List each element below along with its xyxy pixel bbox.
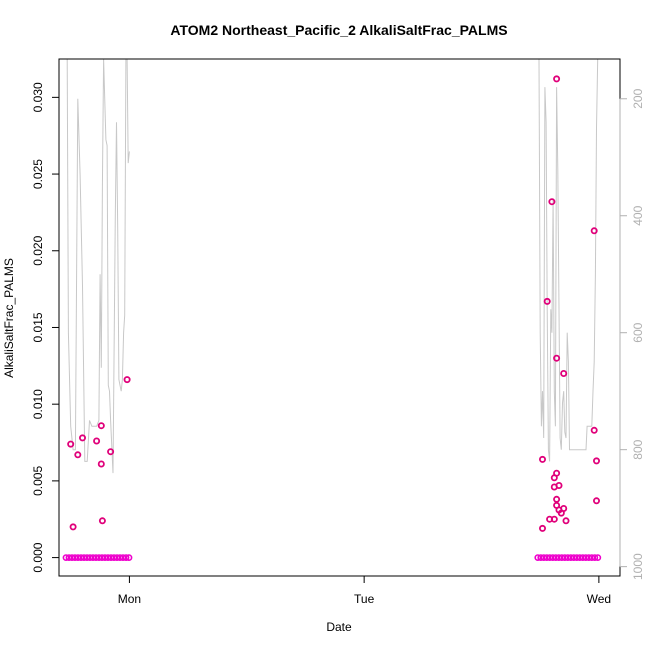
- x-tick-label: Tue: [354, 592, 375, 606]
- zero-point: [68, 554, 76, 561]
- data-point: [79, 434, 87, 442]
- data-points-layer: [67, 75, 601, 532]
- right-tick-label: 400: [631, 205, 645, 225]
- right-tick-label: 800: [631, 439, 645, 459]
- zero-point: [92, 554, 100, 561]
- data-point: [69, 523, 77, 531]
- zero-point: [119, 554, 127, 561]
- data-point: [98, 517, 106, 525]
- data-point: [550, 515, 558, 523]
- right-axis: 200 400 600 800 1000: [619, 88, 645, 580]
- zero-point: [95, 554, 103, 561]
- y-axis-label: AlkaliSaltFrac_PALMS: [2, 258, 16, 378]
- y-axis: 0.000 0.005 0.010 0.015 0.020 0.025 0.030: [31, 82, 60, 573]
- zero-point: [80, 554, 88, 561]
- zero-point: [110, 554, 118, 561]
- data-point: [107, 448, 115, 456]
- x-tick-label: Mon: [118, 592, 141, 606]
- data-point: [543, 297, 551, 305]
- zero-point: [101, 554, 109, 561]
- zero-point: [591, 554, 599, 561]
- data-point: [560, 369, 568, 377]
- zero-point: [74, 554, 82, 561]
- data-point: [97, 460, 105, 468]
- zero-point: [104, 554, 112, 561]
- zero-point: [89, 554, 97, 561]
- x-axis: Mon Tue Wed: [118, 575, 611, 606]
- zero-point: [77, 554, 85, 561]
- altitude-line: [538, 59, 599, 462]
- y-tick-label: 0.010: [31, 389, 45, 419]
- zero-point: [113, 554, 121, 561]
- x-axis-label: Date: [326, 620, 352, 634]
- data-point: [562, 517, 570, 525]
- right-tick-label: 200: [631, 88, 645, 108]
- zero-point: [116, 554, 124, 561]
- data-point: [97, 422, 105, 430]
- data-point: [593, 497, 601, 505]
- zero-point: [71, 554, 79, 561]
- data-point: [593, 457, 601, 465]
- data-point: [539, 524, 547, 532]
- data-point: [553, 469, 561, 477]
- altitude-line: [66, 59, 130, 474]
- zero-point: [65, 554, 73, 561]
- right-tick-label: 1000: [631, 553, 645, 580]
- data-point: [590, 227, 598, 235]
- y-tick-label: 0.025: [31, 159, 45, 189]
- data-point: [590, 426, 598, 434]
- data-point: [67, 440, 75, 448]
- data-point: [553, 75, 561, 83]
- altitude-line-layer: [66, 59, 599, 474]
- chart-title: ATOM2 Northeast_Pacific_2 AlkaliSaltFrac…: [170, 22, 507, 38]
- y-tick-label: 0.015: [31, 312, 45, 342]
- zero-point: [122, 554, 130, 561]
- data-point: [539, 455, 547, 463]
- data-point: [74, 451, 82, 459]
- y-tick-label: 0.000: [31, 542, 45, 572]
- x-tick-label: Wed: [587, 592, 611, 606]
- data-point: [553, 354, 561, 362]
- y-tick-label: 0.020: [31, 235, 45, 265]
- zero-point: [125, 554, 133, 561]
- y-tick-label: 0.030: [31, 82, 45, 112]
- plot-frame: [58, 58, 621, 577]
- y-tick-label: 0.005: [31, 466, 45, 496]
- data-point: [548, 198, 556, 206]
- zero-points-layer: [62, 554, 602, 561]
- data-point: [560, 504, 568, 512]
- data-point: [555, 481, 563, 489]
- data-point: [93, 437, 101, 445]
- zero-point: [594, 554, 602, 561]
- zero-point: [62, 554, 70, 561]
- zero-point: [98, 554, 106, 561]
- zero-point: [107, 554, 115, 561]
- right-tick-label: 600: [631, 322, 645, 342]
- zero-point: [83, 554, 91, 561]
- data-point: [553, 495, 561, 503]
- zero-point: [86, 554, 94, 561]
- data-point: [123, 376, 131, 384]
